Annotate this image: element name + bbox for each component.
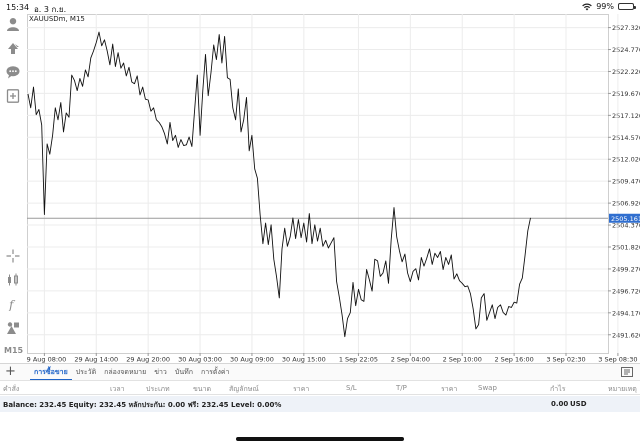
terminal-tab[interactable]: ประวัติ: [75, 368, 97, 376]
column-header[interactable]: S/L: [346, 384, 357, 392]
column-header[interactable]: คำสั่ง: [3, 385, 20, 393]
add-chart-icon[interactable]: [5, 88, 21, 104]
terminal-tabs-bar: + การซื้อขาย ประวัติ กล่องจดหมาย ข่าว บันทึก…: [0, 363, 640, 381]
balance-summary: Balance: 232.45 Equity: 232.45 หลักประกั…: [3, 401, 282, 409]
terminal-tab[interactable]: กล่องจดหมาย: [104, 368, 147, 376]
terminal-column-headers: คำสั่ง เวลา ประเภท ขนาด สัญลักษณ์ ราคา S/L T/P ร…: [0, 380, 640, 395]
x-tick-label: 2 Sep 10:00: [443, 356, 482, 364]
column-header[interactable]: ราคา: [293, 385, 310, 393]
column-header[interactable]: สัญลักษณ์: [229, 385, 259, 393]
wifi-icon: [582, 3, 593, 10]
battery-percent: 99%: [596, 2, 614, 11]
crosshair-icon[interactable]: [5, 248, 21, 264]
x-tick-label: 30 Aug 09:00: [230, 356, 274, 364]
balance-row: Balance: 232.45 Equity: 232.45 หลักประกั…: [0, 396, 640, 412]
y-tick-label: 2527.320: [612, 24, 640, 32]
column-header[interactable]: ประเภท: [146, 385, 170, 393]
y-tick-label: 2524.770: [612, 46, 640, 54]
column-header[interactable]: T/P: [396, 384, 407, 392]
objects-icon[interactable]: f: [5, 296, 21, 312]
terminal-tab[interactable]: บันทึก: [174, 368, 193, 376]
column-header[interactable]: ราคา: [441, 385, 458, 393]
home-indicator[interactable]: [236, 437, 404, 441]
svg-text:f: f: [8, 298, 16, 311]
x-tick-label: 2 Sep 04:00: [391, 356, 430, 364]
column-header[interactable]: หมายเหตุ: [608, 385, 637, 393]
x-tick-label: 30 Aug 03:00: [178, 356, 222, 364]
y-tick-label: 2501.820: [612, 243, 640, 251]
chat-icon[interactable]: [5, 64, 21, 80]
trade-icon[interactable]: [5, 40, 21, 56]
column-header[interactable]: เวลา: [110, 385, 125, 393]
price-series-line: [27, 31, 531, 338]
x-tick-label: 3 Sep 02:30: [546, 356, 585, 364]
chart-symbol-title: XAUUSDm, M15: [29, 15, 85, 23]
y-tick-label: 2496.720: [612, 287, 640, 295]
y-tick-label: 2519.670: [612, 90, 640, 98]
plot-frame: [27, 14, 609, 354]
y-tick-label: 2491.620: [612, 331, 640, 339]
x-tick-label: 29 Aug 08:00: [27, 356, 66, 364]
total-profit: 0.00: [551, 400, 569, 408]
y-tick-label: 2514.570: [612, 134, 640, 142]
account-icon[interactable]: [5, 16, 21, 32]
x-tick-label: 29 Aug 14:00: [74, 356, 118, 364]
x-tick-label: 30 Aug 15:00: [282, 356, 326, 364]
column-header[interactable]: ขนาด: [193, 385, 212, 393]
y-tick-label: 2512.020: [612, 156, 640, 164]
expand-terminal-icon[interactable]: [621, 367, 633, 377]
terminal-tabs: การซื้อขาย ประวัติ กล่องจดหมาย ข่าว บันทึก กา…: [30, 364, 233, 381]
column-header[interactable]: Swap: [478, 384, 497, 392]
status-date: อ. 3 ก.ย.: [34, 5, 67, 14]
y-tick-label: 2509.470: [612, 178, 640, 186]
price-chart[interactable]: 2527.320 2524.770 2522.220 2519.670 2517.120…: [27, 14, 640, 364]
terminal-tab[interactable]: การตั้งค่า: [200, 368, 230, 376]
status-time: 15:34: [6, 3, 30, 12]
shapes-icon[interactable]: [5, 320, 21, 336]
current-price-label-bg: [609, 213, 640, 223]
timeframe-label[interactable]: M15: [4, 346, 24, 355]
x-tick-label: 3 Sep 08:30: [598, 356, 637, 364]
current-price-label: 2505.161: [611, 215, 640, 223]
terminal-tab[interactable]: การซื้อขาย: [30, 364, 72, 381]
x-tick-label: 2 Sep 16:00: [494, 356, 533, 364]
battery-icon: [618, 3, 636, 10]
y-tick-label: 2504.370: [612, 222, 640, 230]
account-currency: USD: [570, 400, 587, 408]
y-tick-label: 2522.220: [612, 68, 640, 76]
column-header[interactable]: กำไร: [550, 385, 566, 393]
indicators-icon[interactable]: [5, 272, 21, 288]
add-order-button[interactable]: +: [5, 364, 16, 379]
y-tick-label: 2494.170: [612, 309, 640, 317]
y-tick-label: 2517.120: [612, 112, 640, 120]
y-tick-label: 2499.270: [612, 265, 640, 273]
y-tick-label: 2506.920: [612, 200, 640, 208]
status-bar: 15:34 อ. 3 ก.ย. 99%: [0, 0, 640, 14]
status-right: 99%: [582, 2, 636, 11]
x-tick-label: 1 Sep 22:05: [339, 356, 378, 364]
x-tick-label: 29 Aug 20:00: [126, 356, 170, 364]
chart-area[interactable]: 2527.320 2524.770 2522.220 2519.670 2517.120…: [27, 14, 640, 364]
terminal-tab[interactable]: ข่าว: [154, 368, 167, 376]
left-toolbar: f M15: [0, 14, 26, 355]
